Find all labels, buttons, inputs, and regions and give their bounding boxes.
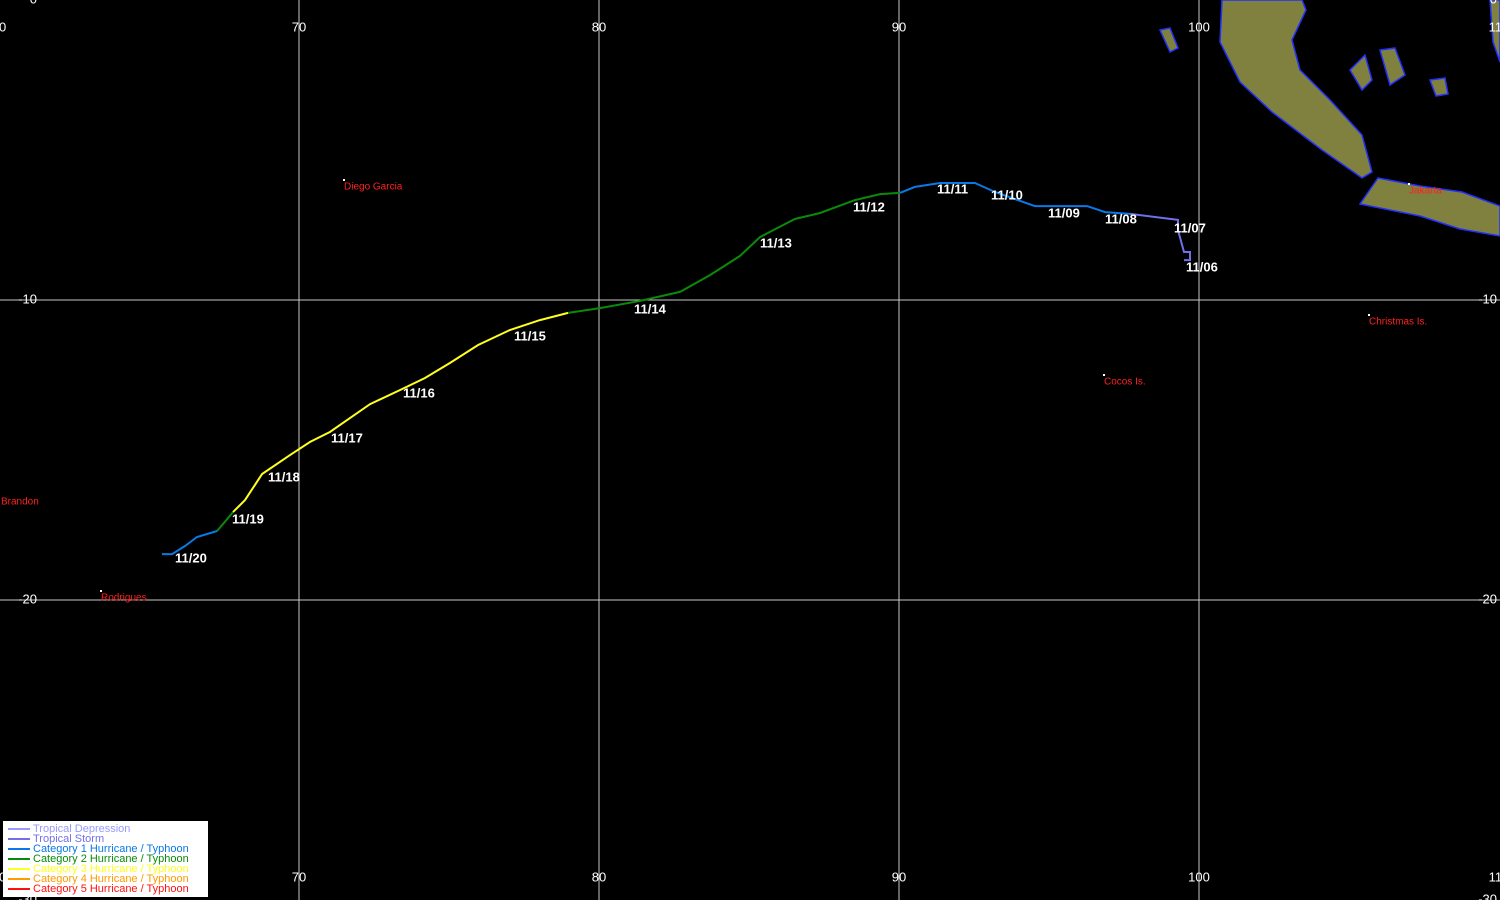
place-dot [100,590,102,592]
land [1158,0,1500,237]
legend-box [3,821,208,897]
lon-label-bottom: 100 [1188,869,1210,884]
place-label: Jakarta [1409,186,1442,197]
track-segment [216,511,234,532]
track [161,182,1191,556]
date-label: 11/19 [232,511,264,526]
island [1158,27,1179,54]
date-label: 11/20 [175,550,207,565]
legend-label: Category 4 Hurricane / Typhoon [33,873,189,885]
lon-label-top: 70 [292,19,306,34]
place-dot [343,179,345,181]
island [1428,77,1449,97]
borneo [1489,0,1500,63]
date-label: 11/15 [514,328,546,343]
lon-label-top: 110 [1489,19,1500,34]
date-label: 11/09 [1048,205,1080,220]
lon-label-top: 90 [892,19,906,34]
date-label: 11/14 [634,301,667,316]
island [1379,47,1406,87]
date-label: 11/07 [1174,220,1206,235]
lon-label-bottom: 110 [1489,869,1500,884]
date-label: 11/16 [403,385,435,400]
track-segment [232,311,569,513]
legend-label: Tropical Storm [33,833,104,845]
lat-label-right: -10 [1478,291,1497,306]
track-segment [1129,212,1191,262]
date-label: 11/12 [853,199,885,214]
track-segment [161,530,218,556]
lat-label-right: -30 [1478,891,1497,900]
legend-label: Tropical Depression [33,823,130,835]
date-label: 11/06 [1186,259,1218,274]
place-dot [1103,374,1105,376]
place-dot [1368,314,1370,316]
lon-label-bottom: 80 [592,869,606,884]
labels: 11/06 11/07 11/08 11/09 11/10 11/11 11/12 11/13… [1,179,1442,604]
java [1358,177,1500,237]
legend-label: Category 5 Hurricane / Typhoon [33,883,189,895]
date-label: 11/17 [331,430,363,445]
legend-label: Category 2 Hurricane / Typhoon [33,853,189,865]
lat-label-left: -10 [18,291,37,306]
place-label: Brandon [1,497,39,508]
date-label: 11/10 [991,187,1023,202]
place-label: Christmas Is. [1369,317,1427,328]
lat-label-left: 0 [30,0,37,6]
lat-label-right: -20 [1478,591,1497,606]
lon-label-bottom: 70 [292,869,306,884]
track-segment [567,191,900,314]
sumatra [1219,0,1373,179]
lat-label-right: 0 [1490,0,1497,6]
lon-label-top: 80 [592,19,606,34]
date-label: 11/11 [937,181,968,196]
place-dot [1408,183,1410,185]
lon-label-top: 60 [0,19,6,34]
legend-label: Category 3 Hurricane / Typhoon [33,863,189,875]
track-segment [899,182,1131,215]
place-label: Diego Garcia [344,182,403,193]
date-label: 11/18 [268,469,300,484]
place-label: Cocos Is. [1104,377,1146,388]
island [1349,53,1373,92]
legend-label: Category 1 Hurricane / Typhoon [33,843,189,855]
lon-label-top: 100 [1188,19,1210,34]
date-label: 11/08 [1105,211,1137,226]
place-label: Rodrigues [101,593,147,604]
date-label: 11/13 [760,235,792,250]
lon-label-bottom: 90 [892,869,906,884]
lat-label-left: -20 [18,591,37,606]
